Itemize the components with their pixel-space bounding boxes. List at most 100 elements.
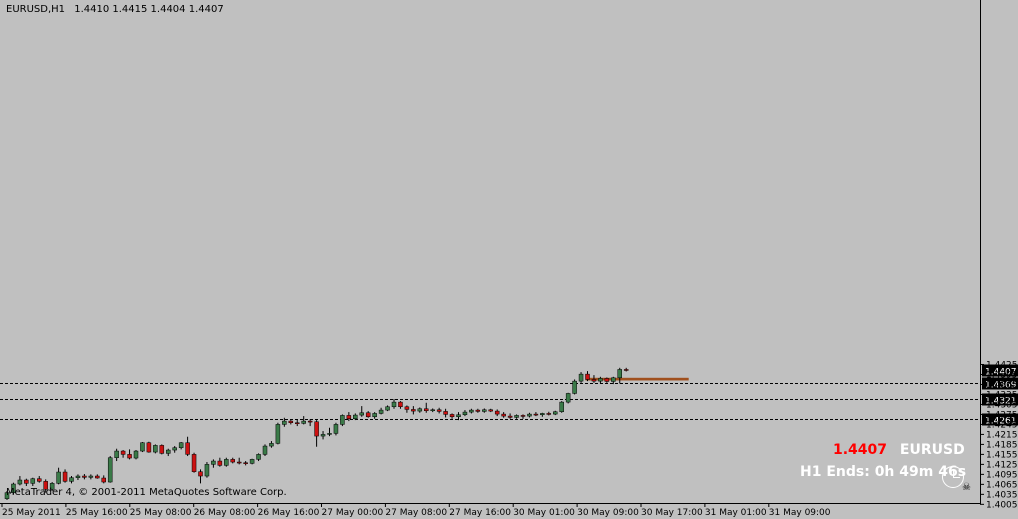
candle[interactable] xyxy=(178,442,184,450)
candle[interactable] xyxy=(514,414,519,419)
candle[interactable] xyxy=(340,414,345,427)
candle[interactable] xyxy=(95,474,100,479)
candle[interactable] xyxy=(553,410,558,416)
candle[interactable] xyxy=(346,412,352,422)
candle[interactable] xyxy=(611,376,616,385)
candle[interactable] xyxy=(256,453,261,462)
candle[interactable] xyxy=(533,412,539,417)
candle[interactable] xyxy=(307,419,313,427)
candle[interactable] xyxy=(82,474,87,480)
candle[interactable] xyxy=(591,375,597,383)
candle[interactable] xyxy=(359,406,364,417)
candle[interactable] xyxy=(217,457,223,467)
candle[interactable] xyxy=(456,412,461,421)
candle[interactable] xyxy=(133,450,139,460)
candle[interactable] xyxy=(204,462,210,478)
candle[interactable] xyxy=(114,448,119,462)
candle[interactable] xyxy=(443,408,448,418)
candle[interactable] xyxy=(617,367,622,384)
candle[interactable] xyxy=(507,413,513,419)
candle[interactable] xyxy=(559,401,564,413)
candle[interactable] xyxy=(224,457,229,467)
candle[interactable] xyxy=(120,450,126,458)
candle[interactable] xyxy=(430,408,435,413)
candle[interactable] xyxy=(37,476,42,483)
candle[interactable] xyxy=(424,402,429,413)
candle[interactable] xyxy=(436,407,442,414)
candle[interactable] xyxy=(482,408,487,413)
candle[interactable] xyxy=(404,405,410,413)
candle[interactable] xyxy=(475,408,481,413)
candle[interactable] xyxy=(320,431,326,440)
candle[interactable] xyxy=(578,372,584,383)
candle[interactable] xyxy=(153,444,158,454)
candle[interactable] xyxy=(4,491,10,501)
candle[interactable] xyxy=(43,479,48,493)
candle[interactable] xyxy=(449,413,455,419)
candle[interactable] xyxy=(127,449,132,460)
candle[interactable] xyxy=(107,456,113,483)
candle[interactable] xyxy=(372,412,377,419)
candle[interactable] xyxy=(314,420,319,447)
candle[interactable] xyxy=(572,379,577,395)
candle[interactable] xyxy=(146,441,152,453)
candle[interactable] xyxy=(565,392,571,404)
candle[interactable] xyxy=(462,410,468,417)
candle[interactable] xyxy=(185,436,190,457)
candle[interactable] xyxy=(327,427,332,437)
candle[interactable] xyxy=(353,413,358,421)
candle[interactable] xyxy=(378,407,384,415)
candle[interactable] xyxy=(417,407,423,413)
resistance-zone[interactable] xyxy=(585,377,689,381)
candle[interactable] xyxy=(262,444,268,457)
candle[interactable] xyxy=(11,482,16,495)
candle[interactable] xyxy=(365,411,371,418)
candle[interactable] xyxy=(411,406,416,415)
candle[interactable] xyxy=(249,458,255,465)
candle[interactable] xyxy=(269,441,274,448)
candle[interactable] xyxy=(520,414,526,419)
candle[interactable] xyxy=(230,457,235,464)
candle[interactable] xyxy=(24,478,29,487)
candle[interactable] xyxy=(243,461,248,466)
candle[interactable] xyxy=(494,409,500,417)
candle[interactable] xyxy=(501,412,506,418)
candle[interactable] xyxy=(333,422,339,436)
candle[interactable] xyxy=(17,476,23,486)
candle[interactable] xyxy=(140,442,145,453)
candle[interactable] xyxy=(385,405,390,412)
candle[interactable] xyxy=(546,411,552,416)
candle[interactable] xyxy=(295,419,300,427)
candle[interactable] xyxy=(62,469,68,483)
candle[interactable] xyxy=(623,367,629,372)
candle[interactable] xyxy=(488,408,493,413)
candle[interactable] xyxy=(585,371,590,382)
candle[interactable] xyxy=(527,412,532,418)
candle[interactable] xyxy=(540,412,545,417)
candle[interactable] xyxy=(75,474,81,481)
candle[interactable] xyxy=(159,444,165,455)
candle[interactable] xyxy=(88,474,94,480)
candle[interactable] xyxy=(604,377,610,383)
candle[interactable] xyxy=(236,457,242,465)
candle[interactable] xyxy=(398,401,403,409)
candle[interactable] xyxy=(191,452,197,473)
candle[interactable] xyxy=(69,476,74,484)
candle[interactable] xyxy=(101,475,106,484)
candle[interactable] xyxy=(172,446,177,453)
candle[interactable] xyxy=(211,459,216,468)
candle[interactable] xyxy=(282,417,287,427)
candle[interactable] xyxy=(275,422,281,445)
candle[interactable] xyxy=(30,477,36,487)
candle[interactable] xyxy=(598,376,603,384)
candle[interactable] xyxy=(198,469,203,484)
candle[interactable] xyxy=(49,482,55,492)
candle[interactable] xyxy=(301,416,306,425)
candle[interactable] xyxy=(469,408,474,414)
candle[interactable] xyxy=(391,399,397,409)
candle[interactable] xyxy=(288,420,294,425)
expert-advisor-icon[interactable]: ☠ xyxy=(962,482,971,493)
candle[interactable] xyxy=(56,467,61,485)
